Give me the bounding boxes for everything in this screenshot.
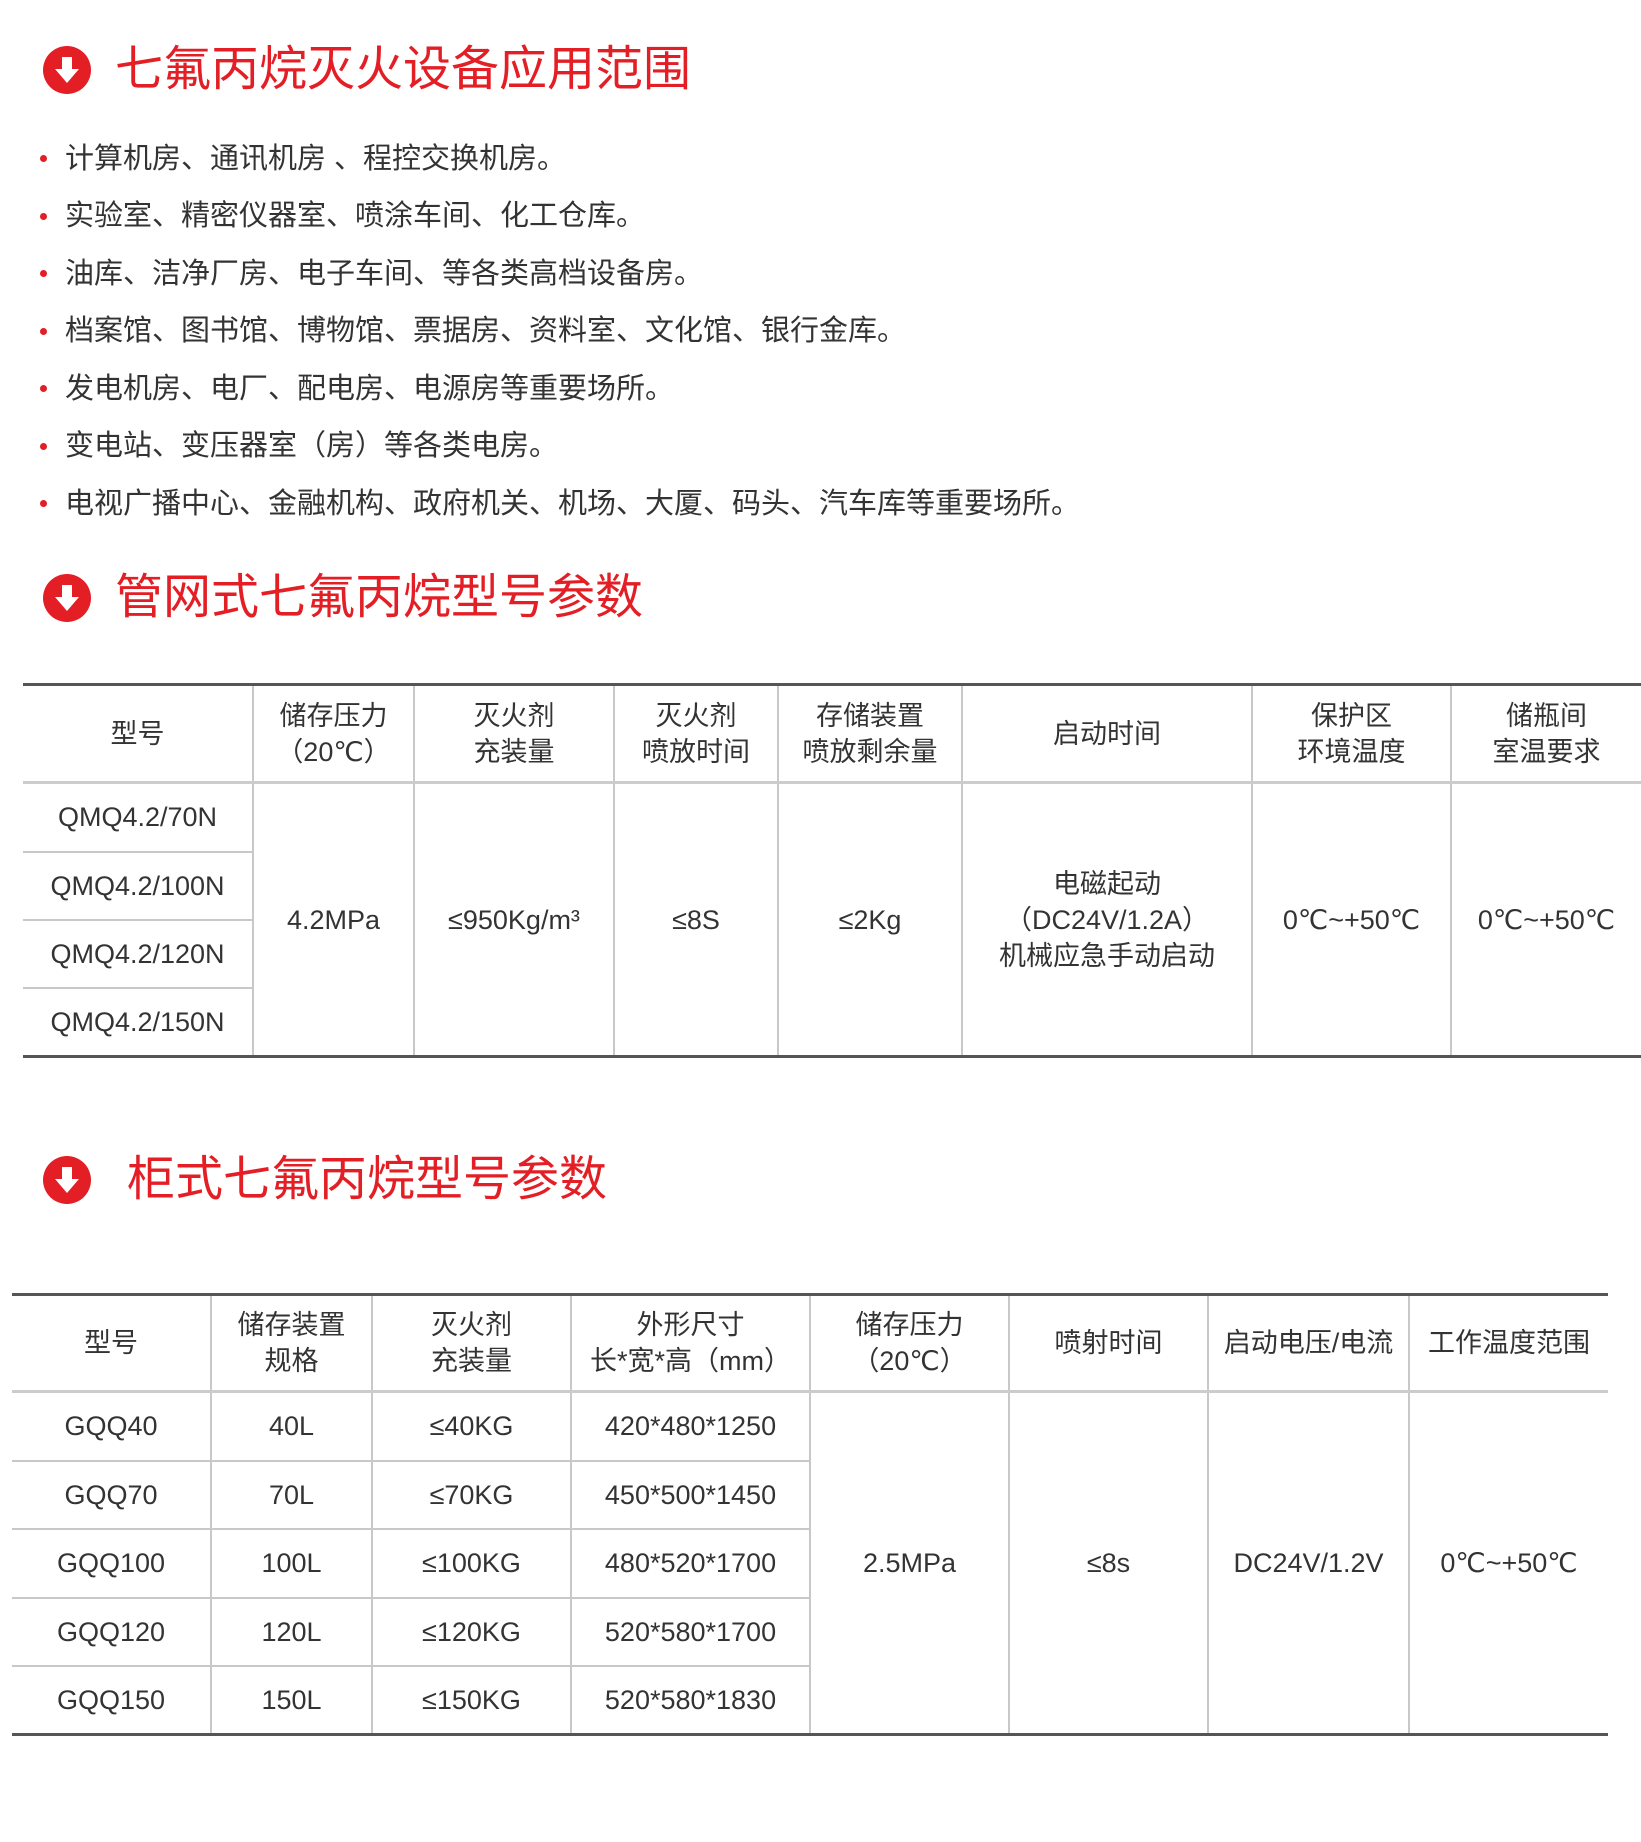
list-item-text: 计算机房、通讯机房 、程控交换机房。 (65, 142, 567, 175)
list-item-text: 实验室、精密仪器室、喷涂车间、化工仓库。 (65, 200, 646, 233)
header-charge: 灭火剂 充装量 (413, 683, 614, 784)
header-model: 型号 (12, 1293, 211, 1393)
residual-cell: ≤2Kg (777, 781, 962, 1058)
header-charge: 灭火剂 充装量 (371, 1293, 571, 1393)
header-start-time: 启动时间 (961, 683, 1252, 784)
model-cell: GQQ100 (12, 1527, 211, 1598)
section-title-text: 管网式七氟丙烷型号参数 (115, 571, 644, 624)
spray-time-cell: ≤8s (1008, 1390, 1208, 1736)
list-item: 变电站、变压器室（房）等各类电房。 (40, 418, 1080, 476)
charge-cell: ≤40KG (371, 1390, 571, 1461)
header-dimensions: 外形尺寸 长*宽*高（mm） (570, 1293, 810, 1393)
list-item: 电视广播中心、金融机构、政府机关、机场、大厦、码头、汽车库等重要场所。 (40, 475, 1080, 533)
header-model: 型号 (23, 683, 253, 784)
table-row: GQQ150 150L ≤150KG 520*580*1830 (12, 1664, 1608, 1736)
header-discharge-time: 灭火剂 喷放时间 (613, 683, 778, 784)
bullet-icon (40, 385, 47, 393)
spec-cell: 100L (210, 1527, 372, 1598)
header-spec: 储存装置 规格 (210, 1293, 372, 1393)
model-cell: QMQ4.2/120N (23, 918, 253, 988)
section-title-application: 七氟丙烷灭火设备应用范围 (43, 42, 691, 98)
list-item-text: 发电机房、电厂、配电房、电源房等重要场所。 (65, 372, 675, 405)
list-item: 档案馆、图书馆、博物馆、票据房、资料室、文化馆、银行金库。 (40, 303, 1080, 361)
list-item: 油库、洁净厂房、电子车间、等各类高档设备房。 (40, 245, 1080, 303)
section-title-pipe-network: 管网式七氟丙烷型号参数 (43, 570, 643, 626)
spec-cell: 40L (210, 1390, 372, 1461)
table-row: GQQ70 70L ≤70KG 450*500*1450 (12, 1459, 1608, 1529)
header-residual: 存储装置 喷放剩余量 (777, 683, 962, 784)
section-title-cabinet: 柜式七氟丙烷型号参数 (43, 1152, 607, 1208)
table-header-row: 型号 储存装置 规格 灭火剂 充装量 外形尺寸 长*宽*高（mm） 储存压力 （20℃）… (12, 1293, 1608, 1393)
dimensions-cell: 420*480*1250 (570, 1390, 810, 1461)
table-header-row: 型号 储存压力 （20℃） 灭火剂 充装量 灭火剂 喷放时间 存储装置 喷放剩余量 启动… (23, 683, 1641, 784)
model-cell: GQQ70 (12, 1459, 211, 1529)
pipe-network-spec-table: 型号 储存压力 （20℃） 灭火剂 充装量 灭火剂 喷放时间 存储装置 喷放剩余量 启动… (23, 683, 1641, 1058)
model-cell: GQQ150 (12, 1664, 211, 1736)
spec-cell: 70L (210, 1459, 372, 1529)
arrow-down-circle-icon (43, 1156, 91, 1204)
zone-temp-cell: 0℃~+50℃ (1251, 781, 1451, 1058)
voltage-cell: DC24V/1.2V (1207, 1390, 1409, 1736)
arrow-down-circle-icon (43, 574, 91, 622)
model-cell: GQQ120 (12, 1596, 211, 1666)
arrow-down-circle-icon (43, 46, 91, 94)
discharge-time-cell: ≤8S (613, 781, 778, 1058)
table-row: GQQ120 120L ≤120KG 520*580*1700 (12, 1596, 1608, 1666)
spec-cell: 120L (210, 1596, 372, 1666)
temp-range-cell: 0℃~+50℃ (1408, 1390, 1608, 1736)
charge-cell: ≤150KG (371, 1664, 571, 1736)
list-item-text: 变电站、变压器室（房）等各类电房。 (65, 430, 559, 463)
cabinet-spec-table: 型号 储存装置 规格 灭火剂 充装量 外形尺寸 长*宽*高（mm） 储存压力 （20℃）… (12, 1293, 1608, 1736)
bullet-icon (40, 500, 47, 508)
charge-cell: ≤100KG (371, 1527, 571, 1598)
list-item-text: 档案馆、图书馆、博物馆、票据房、资料室、文化馆、银行金库。 (65, 315, 907, 348)
dimensions-cell: 480*520*1700 (570, 1527, 810, 1598)
table-row: QMQ4.2/70N 4.2MPa ≤950Kg/m³ ≤8S ≤2Kg 电磁起… (23, 781, 1641, 1058)
application-list: 计算机房、通讯机房 、程控交换机房。 实验室、精密仪器室、喷涂车间、化工仓库。 … (40, 130, 1080, 533)
list-item-text: 油库、洁净厂房、电子车间、等各类高档设备房。 (65, 257, 704, 290)
room-temp-cell: 0℃~+50℃ (1450, 781, 1641, 1058)
list-item: 发电机房、电厂、配电房、电源房等重要场所。 (40, 360, 1080, 418)
spec-cell: 150L (210, 1664, 372, 1736)
charge-cell: ≤120KG (371, 1596, 571, 1666)
table-row: QMQ4.2/100N (23, 850, 1641, 920)
bullet-icon (40, 327, 47, 335)
dimensions-cell: 520*580*1700 (570, 1596, 810, 1666)
section-title-text: 柜式七氟丙烷型号参数 (127, 1153, 608, 1206)
list-item: 计算机房、通讯机房 、程控交换机房。 (40, 130, 1080, 188)
dimensions-cell: 520*580*1830 (570, 1664, 810, 1736)
header-pressure: 储存压力 （20℃） (252, 683, 414, 784)
pressure-cell: 4.2MPa (252, 781, 414, 1058)
table-row: GQQ100 100L ≤100KG 480*520*1700 (12, 1527, 1608, 1598)
header-temp-range: 工作温度范围 (1408, 1293, 1608, 1393)
header-pressure: 储存压力 （20℃） (809, 1293, 1009, 1393)
model-cell: QMQ4.2/100N (23, 850, 253, 920)
bullet-icon (40, 270, 47, 278)
list-item-text: 电视广播中心、金融机构、政府机关、机场、大厦、码头、汽车库等重要场所。 (65, 487, 1081, 520)
section-title-text: 七氟丙烷灭火设备应用范围 (115, 43, 692, 96)
header-spray-time: 喷射时间 (1008, 1293, 1208, 1393)
bullet-icon (40, 442, 47, 450)
charge-cell: ≤70KG (371, 1459, 571, 1529)
model-cell: GQQ40 (12, 1390, 211, 1461)
table-row: GQQ40 40L ≤40KG 420*480*1250 2.5MPa ≤8s … (12, 1390, 1608, 1736)
bullet-icon (40, 155, 47, 163)
table-row: QMQ4.2/150N (23, 986, 1641, 1058)
header-zone-temp: 保护区 环境温度 (1251, 683, 1451, 784)
header-room-temp: 储瓶间 室温要求 (1450, 683, 1641, 784)
start-cell: 电磁起动 （DC24V/1.2A） 机械应急手动启动 (961, 781, 1252, 1058)
pressure-cell: 2.5MPa (809, 1390, 1009, 1736)
model-cell: QMQ4.2/150N (23, 986, 253, 1058)
dimensions-cell: 450*500*1450 (570, 1459, 810, 1529)
list-item: 实验室、精密仪器室、喷涂车间、化工仓库。 (40, 188, 1080, 246)
bullet-icon (40, 212, 47, 220)
model-cell: QMQ4.2/70N (23, 781, 253, 852)
table-row: QMQ4.2/120N (23, 918, 1641, 988)
charge-cell: ≤950Kg/m³ (413, 781, 614, 1058)
header-voltage: 启动电压/电流 (1207, 1293, 1409, 1393)
